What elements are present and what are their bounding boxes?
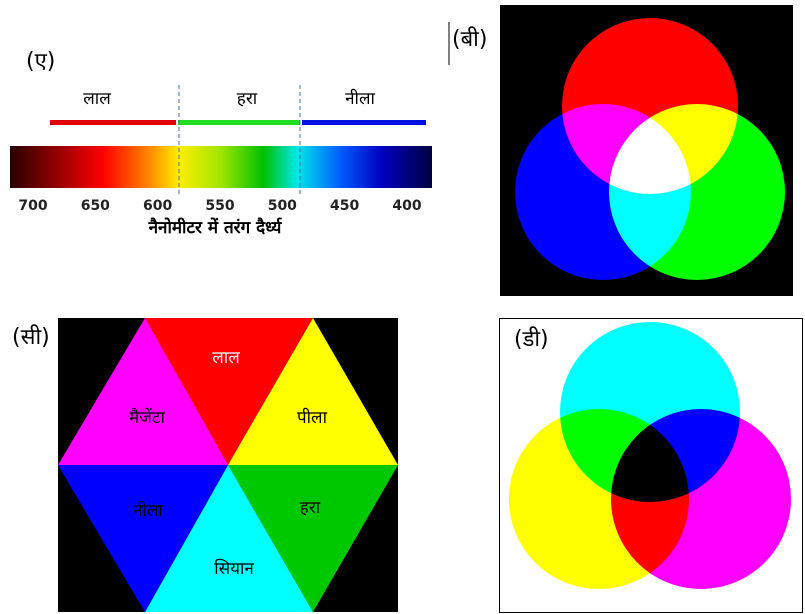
axis-label: नैनोमीटर में तरंग दैर्ध्य [148,217,283,238]
panel-label: (बी) [452,26,487,52]
segment-label: हरा [300,498,321,518]
tick-label: 700 [18,198,47,214]
panel-label: (ए) [26,49,55,74]
magenta-segment [58,318,228,465]
tick-label: 650 [81,198,110,214]
panel-c: (सी) लाल पीला हरा सियान नीला मैजेंटा [12,318,398,612]
red-band [50,120,176,125]
green-segment [228,465,398,612]
panel-label: (सी) [12,324,50,350]
band-label: हरा [237,89,258,109]
segment-label: पीला [297,407,328,428]
panel-d: (डी) [499,318,803,613]
tick-label: 550 [205,198,234,214]
segment-label: नीला [133,500,163,521]
spectrum [10,146,432,188]
blue-segment [58,465,228,612]
cyan-segment [145,465,313,612]
magenta-circle [611,409,791,589]
green-circle [609,104,785,280]
green-band [178,120,300,125]
yellow-segment [228,318,398,465]
tick-label: 400 [392,198,421,214]
band-label: नीला [345,88,375,109]
panel-label: (डी) [514,326,549,352]
tick-label: 450 [330,198,359,214]
tick-label: 600 [143,198,172,214]
blue-band [302,120,426,125]
panel-a: (ए) लाल हरा नीला 700 650 600 550 500 450 400 न… [10,49,432,238]
band-label: लाल [83,89,111,109]
segment-label: मैजेंटा [129,407,165,428]
red-segment [145,318,313,465]
tick-label: 500 [268,198,297,214]
segment-label: सियान [214,558,254,579]
panel-b: (बी) [448,5,793,296]
segment-label: लाल [212,348,240,368]
